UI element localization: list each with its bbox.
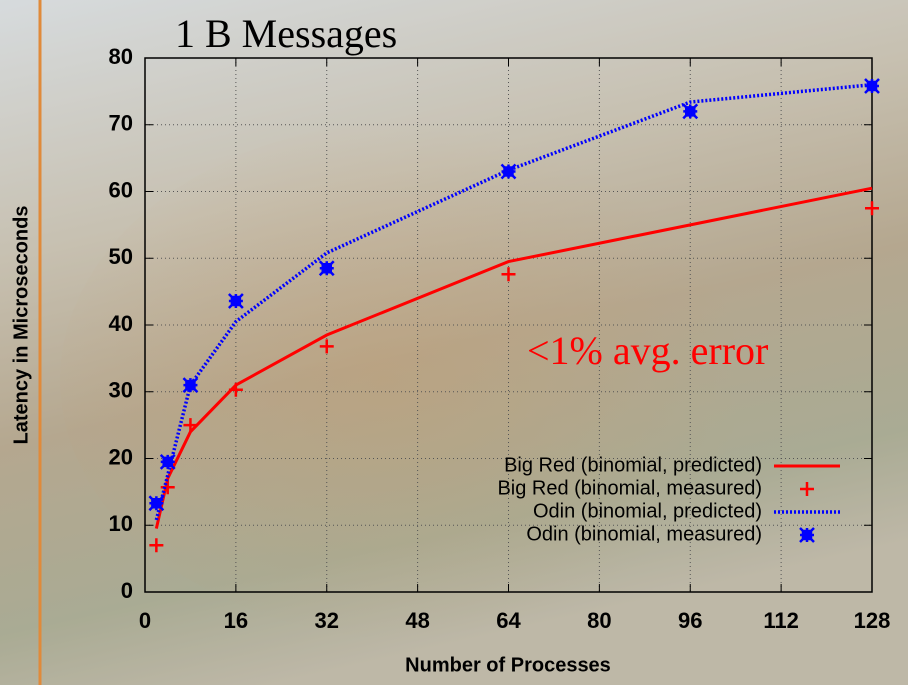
chart-title: 1 B Messages [175,11,397,56]
background-overlay [0,0,908,685]
y-tick-label: 0 [121,578,133,603]
y-tick-label: 80 [109,44,133,69]
legend-label: Odin (binomial, predicted) [533,500,762,522]
legend-label: Big Red (binomial, measured) [497,477,762,499]
marker-star [502,164,516,178]
marker-star [229,294,243,308]
x-tick-label: 48 [405,608,429,633]
x-tick-label: 16 [224,608,248,633]
x-tick-label: 80 [587,608,611,633]
annotation: <1% avg. error [527,328,768,373]
legend-swatch [800,528,814,542]
page: {"chart_data": { "type": "line", "title"… [0,0,908,685]
marker-star [865,79,879,93]
y-tick-label: 40 [109,311,133,336]
y-tick-label: 50 [109,244,133,269]
legend-label: Big Red (binomial, predicted) [504,454,762,476]
x-tick-label: 128 [854,608,891,633]
marker-star [320,261,334,275]
y-tick-label: 20 [109,444,133,469]
legend-label: Odin (binomial, measured) [526,523,762,545]
x-axis-label: Number of Processes [405,654,611,676]
marker-star [683,104,697,118]
x-tick-label: 112 [763,608,799,633]
x-tick-label: 64 [496,608,521,633]
y-tick-label: 10 [109,511,133,536]
marker-star [161,455,175,469]
marker-star [183,378,197,392]
y-tick-label: 60 [109,177,133,202]
y-tick-label: 70 [109,111,133,136]
x-tick-label: 32 [315,608,339,633]
chart: 1 B Messages <1% avg. error Number of Pr… [0,0,908,685]
y-axis-label: Latency in Microseconds [10,206,32,445]
x-tick-label: 96 [678,608,702,633]
y-tick-label: 30 [109,378,133,403]
x-tick-label: 0 [139,608,151,633]
marker-star [149,496,163,510]
